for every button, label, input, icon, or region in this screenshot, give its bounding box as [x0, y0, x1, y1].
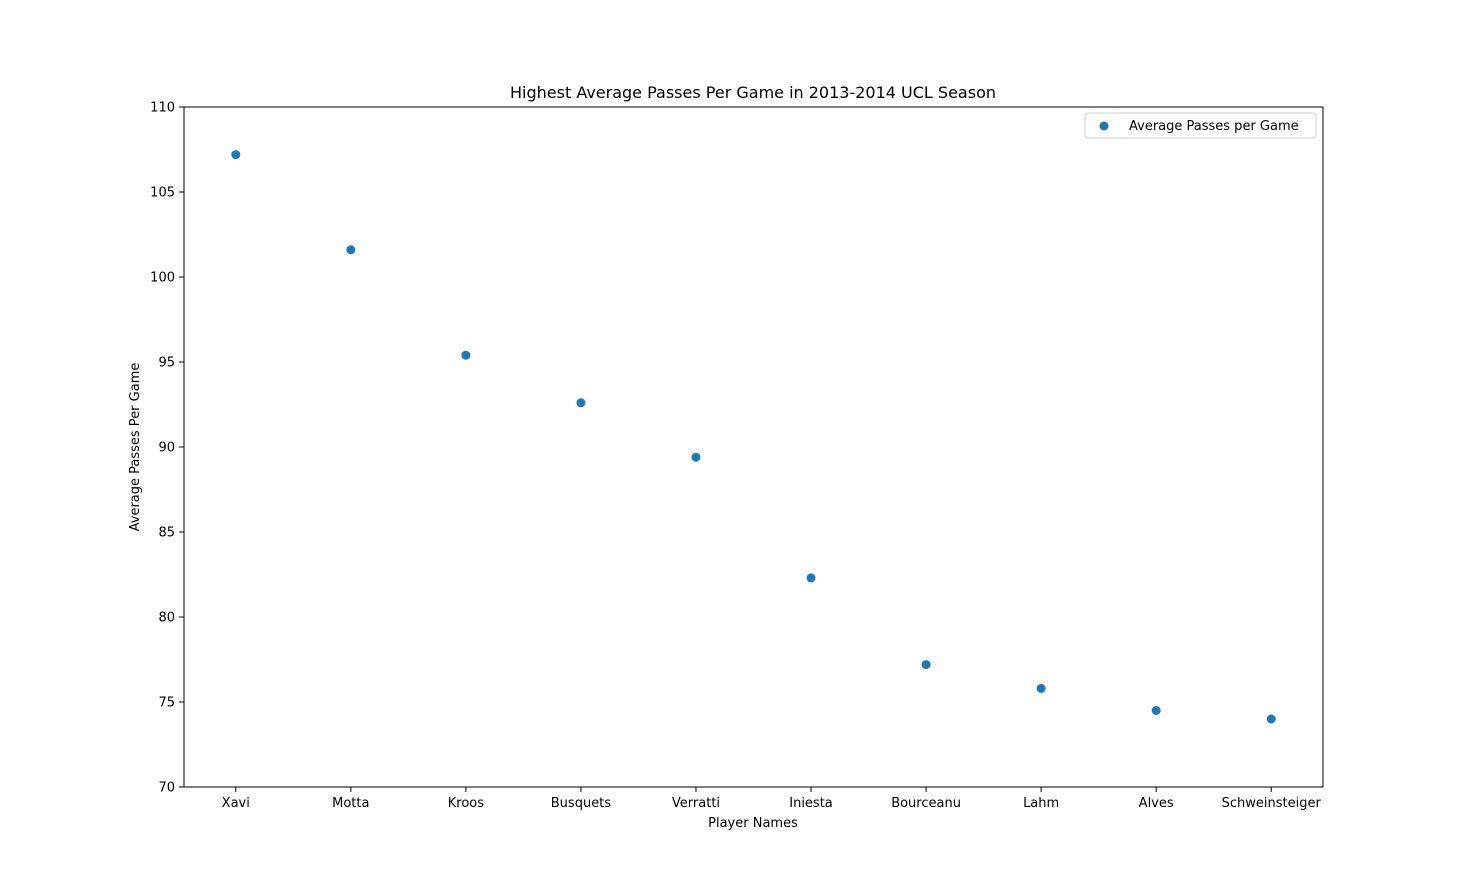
x-tick-label: Motta: [332, 796, 369, 811]
x-axis-label: Player Names: [708, 816, 798, 831]
x-tick-label: Verratti: [672, 796, 720, 811]
data-point: [1036, 683, 1046, 693]
y-tick-label: 75: [158, 696, 175, 711]
legend-marker: [1099, 121, 1109, 131]
y-tick-label: 105: [150, 186, 175, 201]
data-point: [1151, 706, 1161, 715]
x-tick-label: Bourceanu: [891, 796, 961, 811]
x-tick-label: Xavi: [222, 796, 250, 811]
data-point: [691, 452, 701, 462]
y-axis: 70 75 80 85 90 95 100 105 110: [150, 101, 184, 796]
y-axis-label: Average Passes Per Game: [128, 363, 143, 532]
y-tick-label: 85: [158, 526, 175, 541]
y-tick-label: 110: [150, 101, 175, 116]
data-point: [921, 660, 931, 670]
data-point: [461, 350, 471, 360]
x-tick-label: Busquets: [551, 796, 612, 811]
data-points: [231, 150, 1276, 724]
plot-area-frame: [183, 106, 1324, 788]
x-tick-label: Kroos: [448, 796, 484, 811]
y-tick-label: 95: [158, 356, 175, 371]
data-point: [231, 150, 241, 160]
x-tick-label: Iniesta: [789, 796, 833, 811]
legend-box: [1084, 112, 1317, 139]
y-tick-label: 70: [158, 781, 175, 796]
legend-label: Average Passes per Game: [1129, 119, 1299, 134]
data-point: [1266, 714, 1276, 724]
y-tick-label: 80: [158, 611, 175, 626]
data-point: [346, 245, 356, 255]
data-point: [576, 398, 586, 408]
x-tick-label: Schweinsteiger: [1222, 796, 1322, 811]
x-tick-label: Lahm: [1023, 796, 1059, 811]
x-tick-label: Alves: [1139, 796, 1174, 811]
legend: Average Passes per Game: [1084, 112, 1317, 139]
x-axis: Xavi Motta Kroos Busquets Verratti Iniesta Bou…: [222, 787, 1322, 811]
y-tick-label: 90: [158, 441, 175, 456]
data-point: [806, 573, 816, 583]
y-tick-label: 100: [150, 271, 175, 286]
chart-title: Highest Average Passes Per Game in 2013-…: [510, 83, 996, 102]
